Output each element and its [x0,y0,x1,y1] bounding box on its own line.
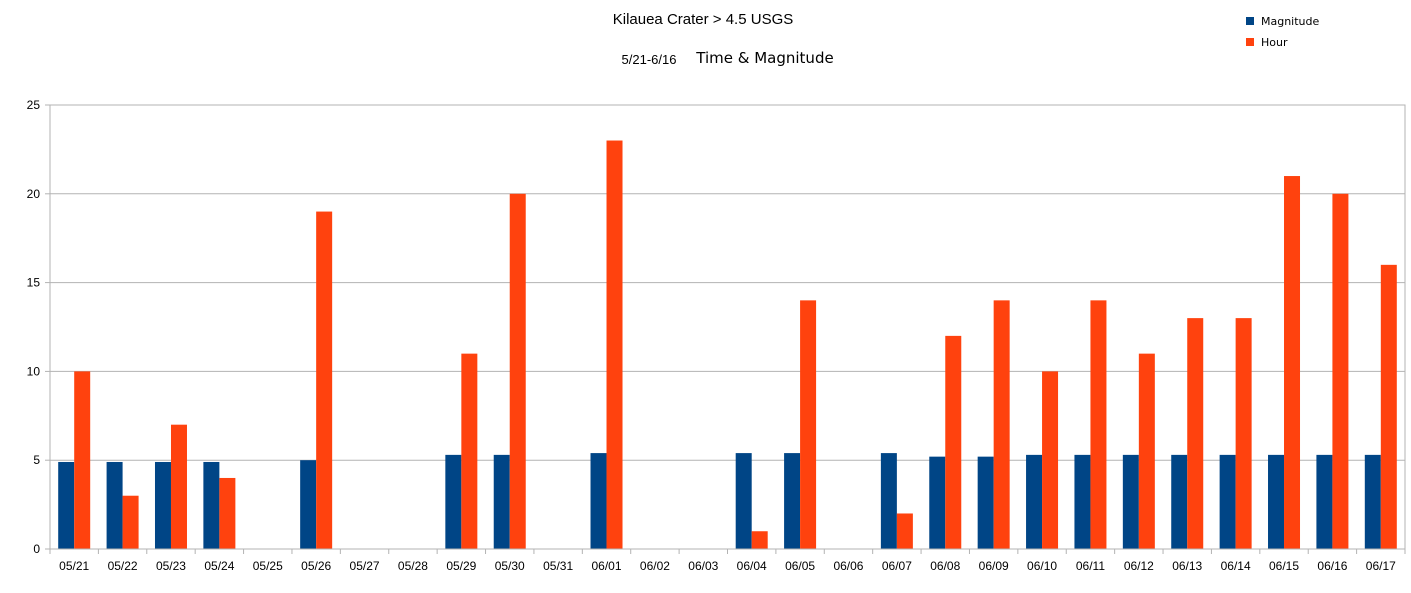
legend-label-magnitude: Magnitude [1261,15,1320,28]
bar-hour-06-10 [1042,371,1059,549]
bar-magnitude-06-15 [1268,454,1285,549]
y-tick-label: 20 [27,187,41,201]
chart-subtitle: Time & Magnitude [695,49,833,67]
x-tick-label: 06/09 [979,559,1009,573]
bar-magnitude-06-04 [735,453,752,549]
x-tick-label: 05/21 [59,559,89,573]
x-tick-label: 05/29 [446,559,476,573]
bar-hour-06-01 [606,140,623,549]
x-tick-label: 05/31 [543,559,573,573]
bar-hour-06-09 [993,300,1010,549]
bar-magnitude-06-05 [784,453,801,549]
x-tick-label: 06/07 [882,559,912,573]
bar-magnitude-06-01 [590,453,607,549]
x-tick-label: 06/04 [737,559,767,573]
bar-magnitude-06-09 [977,456,994,549]
bar-hour-05-26 [316,211,333,549]
x-tick-label: 06/13 [1172,559,1202,573]
bar-hour-06-15 [1284,176,1301,550]
x-tick-label: 06/01 [592,559,622,573]
bar-hour-05-24 [219,477,236,549]
x-tick-label: 06/05 [785,559,815,573]
bar-hour-06-14 [1235,318,1252,549]
bar-hour-05-21 [74,371,91,549]
plot-border [49,104,1406,550]
bar-magnitude-06-11 [1074,454,1091,549]
x-tick-label: 05/30 [495,559,525,573]
x-tick-label: 06/14 [1221,559,1251,573]
bar-magnitude-06-10 [1026,454,1043,549]
axes [49,104,1406,550]
x-tick-label: 06/11 [1076,559,1105,573]
x-tick-label: 05/26 [301,559,331,573]
bar-hour-06-16 [1332,193,1349,550]
x-tick-label: 06/15 [1269,559,1299,573]
bar-hour-06-17 [1380,264,1397,549]
y-tick-label: 10 [27,364,41,378]
x-tick-label: 06/06 [833,559,863,573]
y-tick-label: 25 [27,98,41,112]
bar-magnitude-05-24 [203,461,220,549]
bar-hour-06-08 [945,335,962,549]
bar-magnitude-05-22 [106,461,123,549]
bar-hour-05-23 [170,424,187,549]
bar-magnitude-05-29 [445,454,462,549]
x-tick-label: 06/02 [640,559,670,573]
bar-magnitude-05-23 [154,461,171,549]
legend-label-hour: Hour [1261,36,1288,49]
x-tick-label: 05/27 [350,559,380,573]
y-tick-label: 5 [33,453,40,467]
bars [58,140,1397,550]
bar-hour-06-07 [896,513,913,549]
x-tick-label: 06/10 [1027,559,1057,573]
bar-hour-05-22 [122,495,139,549]
chart-subtitle-range: 5/21-6/16 [622,52,677,67]
x-tick-label: 06/03 [688,559,718,573]
bar-magnitude-06-17 [1364,454,1381,549]
legend: Magnitude Hour [1246,15,1320,49]
bar-magnitude-05-21 [58,461,75,549]
bar-magnitude-06-12 [1122,454,1139,549]
x-tick-label: 05/22 [108,559,138,573]
bar-hour-06-13 [1187,318,1204,549]
y-axis-ticks: 0 5 10 15 20 25 [27,98,50,556]
x-axis-ticks: 05/21 05/22 05/23 05/24 05/25 05/26 05/27 05/28… [59,559,1396,573]
x-tick-label: 05/28 [398,559,428,573]
legend-swatch-magnitude [1246,17,1254,25]
x-tick-label: 06/08 [930,559,960,573]
bar-hour-06-12 [1138,353,1155,549]
y-tick-label: 0 [33,542,40,556]
bar-magnitude-05-26 [300,460,317,549]
y-tick-label: 15 [27,276,41,290]
legend-swatch-hour [1246,38,1254,46]
bar-magnitude-06-14 [1219,454,1236,549]
bar-magnitude-06-08 [929,456,946,549]
x-tick-label: 06/16 [1317,559,1347,573]
bar-hour-05-30 [509,193,526,550]
x-tick-label: 06/17 [1366,559,1396,573]
bar-hour-06-04 [751,531,768,549]
bar-hour-05-29 [461,353,478,549]
bar-magnitude-06-13 [1171,454,1188,549]
bar-magnitude-05-30 [493,454,510,549]
bar-magnitude-06-16 [1316,454,1333,549]
x-tick-label: 05/23 [156,559,186,573]
bar-magnitude-06-07 [880,453,897,549]
bar-hour-06-05 [800,300,817,549]
bar-hour-06-11 [1090,300,1107,549]
chart-title: Kilauea Crater > 4.5 USGS [613,11,794,28]
x-tick-label: 05/24 [204,559,234,573]
x-tick-label: 05/25 [253,559,283,573]
x-tick-label: 06/12 [1124,559,1154,573]
